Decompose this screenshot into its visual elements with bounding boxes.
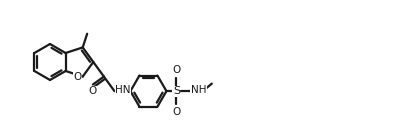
Text: NH: NH	[191, 85, 206, 95]
Text: O: O	[172, 65, 181, 75]
Text: O: O	[172, 107, 181, 117]
Text: O: O	[74, 72, 82, 82]
Text: S: S	[173, 86, 180, 96]
Text: HN: HN	[116, 85, 131, 95]
Text: O: O	[89, 87, 97, 97]
